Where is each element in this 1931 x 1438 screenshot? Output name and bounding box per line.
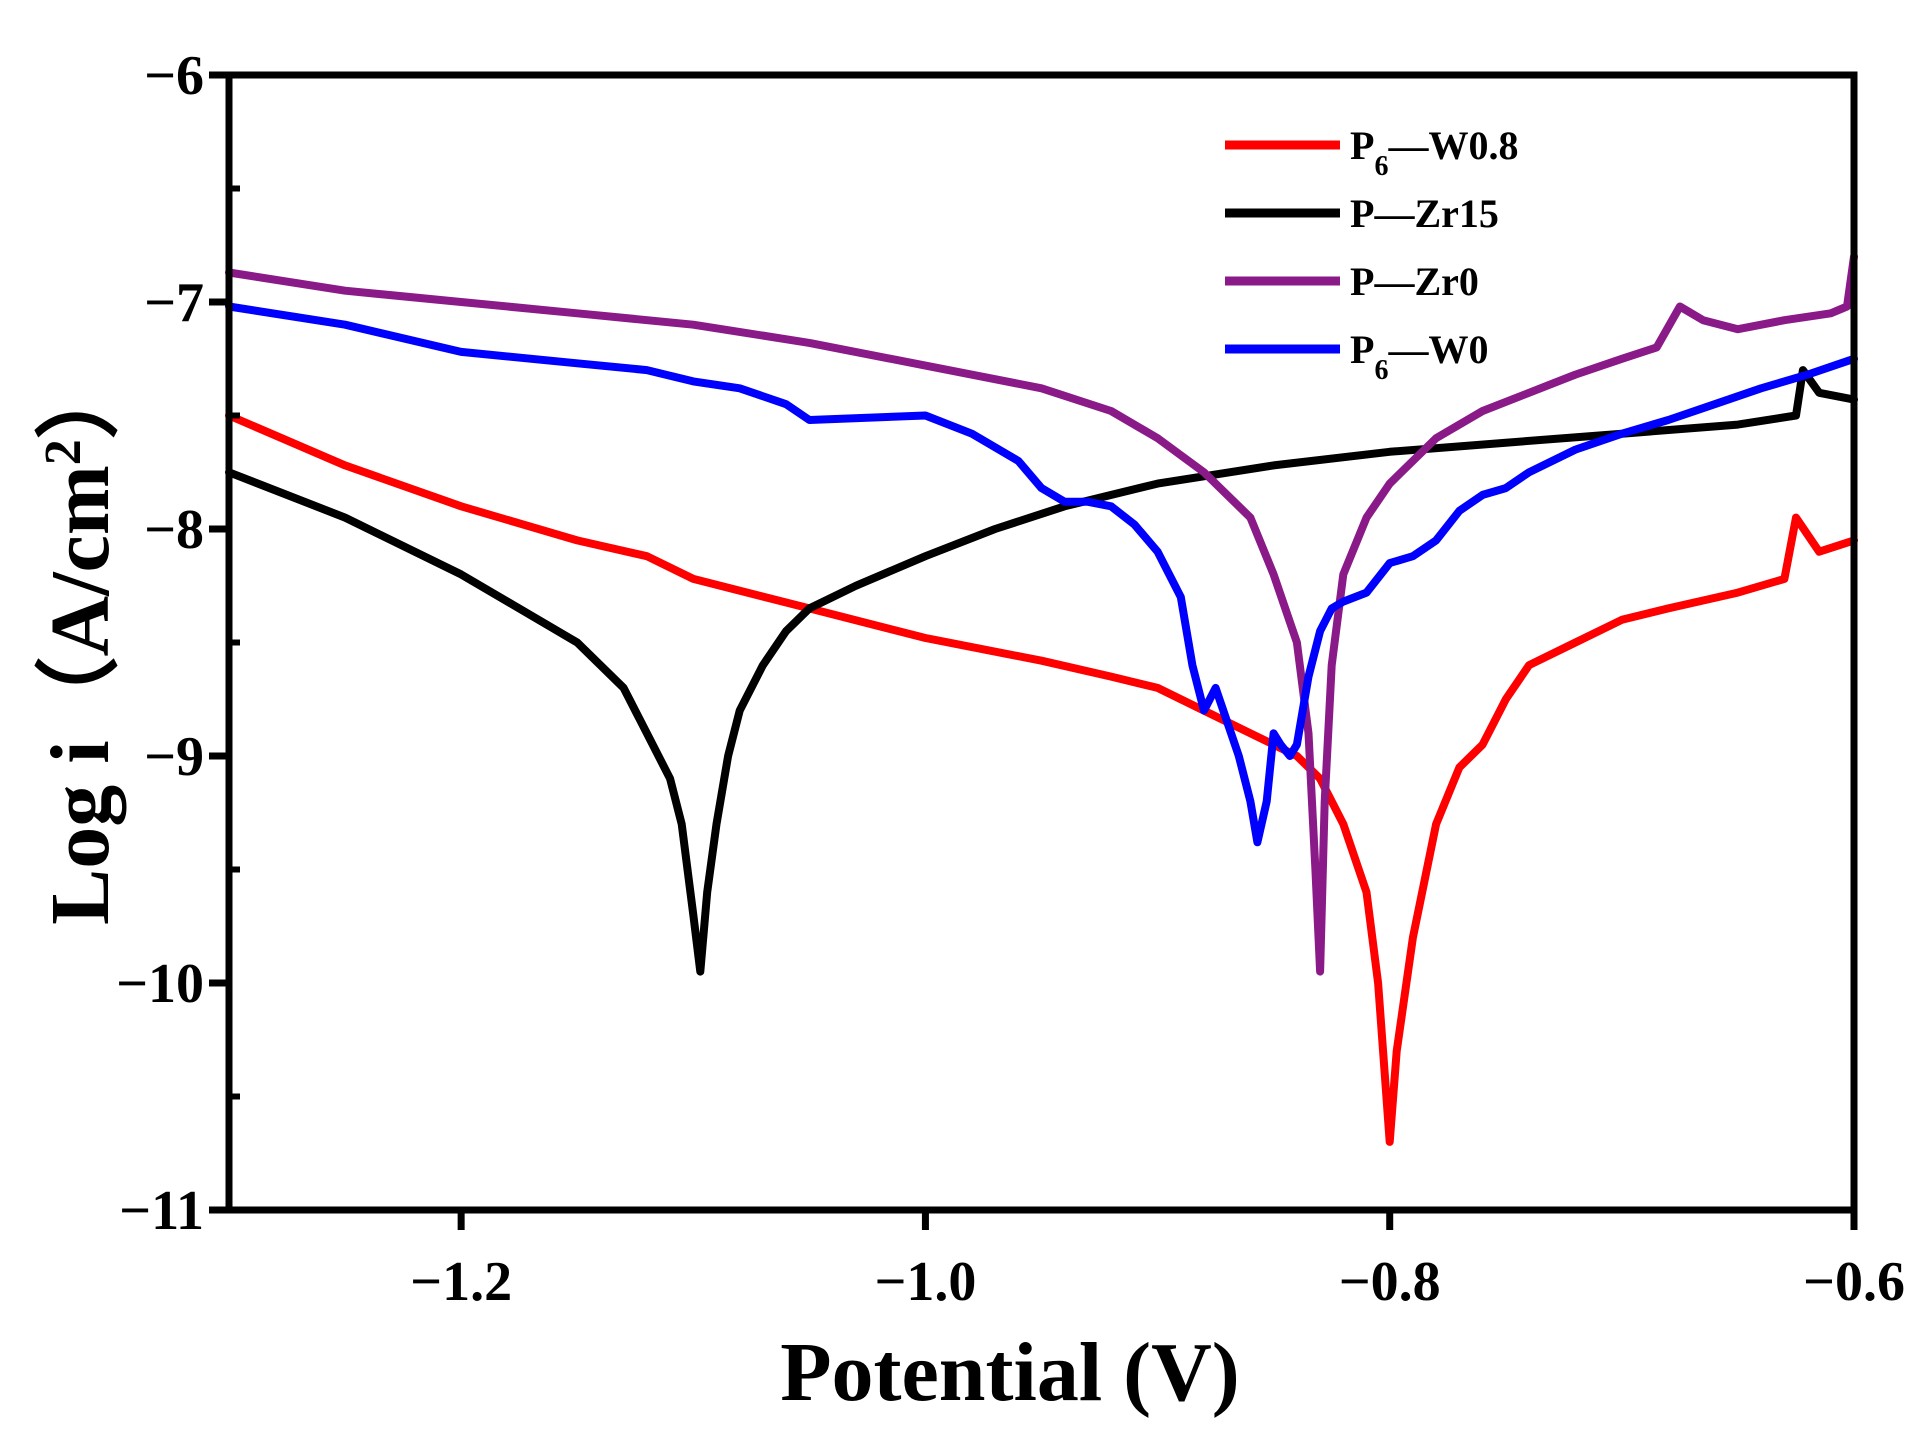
- series-line-1: [225, 366, 1858, 976]
- x-tick-label: −1.2: [410, 1251, 512, 1313]
- y-axis-title: Log i（A/cm2）: [34, 355, 127, 925]
- x-tick-label: −0.6: [1803, 1251, 1905, 1313]
- legend: P6—W0.8 P—Zr15 P—Zr0 P6—W0: [1225, 123, 1518, 386]
- y-tick-label: −6: [144, 45, 204, 107]
- plot-frame: [225, 71, 1858, 1214]
- tick-layer: −1.2 −1.0 −0.8 −0.6 −11 −10 −9 −8 −7 −6: [116, 45, 1905, 1313]
- legend-label-1: P—Zr15: [1350, 191, 1499, 236]
- x-tick-label: −0.8: [1339, 1251, 1441, 1313]
- y-axis-title-end: ）: [34, 355, 127, 439]
- legend-label-2: P—Zr0: [1350, 259, 1479, 304]
- y-tick-label: −7: [144, 272, 204, 334]
- y-axis-title-sup: 2: [35, 439, 92, 465]
- y-tick-label: −10: [116, 953, 204, 1015]
- y-tick-label: −9: [144, 726, 204, 788]
- x-tick-label: −1.0: [874, 1251, 976, 1313]
- series-line-2: [225, 252, 1858, 976]
- y-axis-title-main: Log i（A/cm: [34, 465, 127, 925]
- series-line-0: [225, 411, 1858, 1146]
- y-tick-label: −8: [144, 499, 204, 561]
- series-layer: [225, 252, 1858, 1146]
- y-tick-label: −11: [119, 1180, 204, 1242]
- series-line-3: [225, 302, 1858, 847]
- legend-label-0: P6—W0.8: [1350, 123, 1518, 182]
- x-axis-title: Potential (V): [780, 1326, 1240, 1419]
- legend-label-3: P6—W0: [1350, 327, 1488, 386]
